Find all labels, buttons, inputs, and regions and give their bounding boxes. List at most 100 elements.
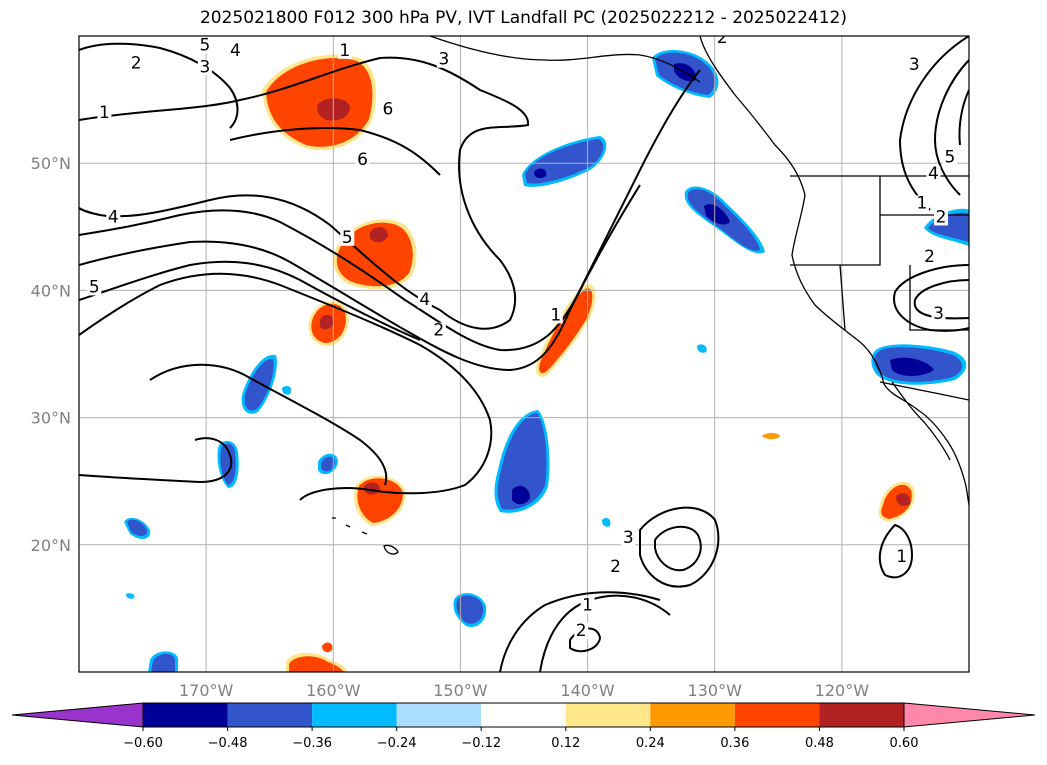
positive-anomaly-small-a — [762, 433, 780, 439]
contour-label: 2 — [576, 621, 587, 641]
pv-contour-east-arcs-c — [958, 89, 969, 146]
contour-label: 1 — [550, 305, 561, 325]
colorbar-bin — [143, 703, 228, 727]
colorbar-tick-label: −0.24 — [377, 736, 417, 751]
pv-contour-subtropical-high-b — [654, 525, 702, 572]
negative-anomaly-pacific-nw-a-max — [534, 168, 547, 179]
pv-contour-western-low — [79, 56, 530, 330]
positive-anomaly-north-pacific-max — [370, 227, 388, 243]
contour-label-bg — [197, 37, 212, 54]
pv-contour-ridge-outer — [79, 69, 701, 352]
contour-label-bg — [431, 322, 446, 339]
positive-anomaly-gulf-alaska-core — [266, 58, 373, 147]
colorbar-tick-label: 0.12 — [551, 736, 580, 751]
lon-label: 120°W — [815, 681, 870, 700]
contour-label-bg — [340, 229, 355, 246]
contour-label: 1 — [99, 103, 110, 123]
colorbar-extend-low — [11, 702, 144, 728]
baja-peninsula — [891, 381, 951, 461]
colorbar-bin — [734, 703, 820, 727]
contour-label-bg — [608, 559, 623, 576]
map-title: 2025021800 F012 300 hPa PV, IVT Landfall… — [199, 8, 847, 28]
positive-anomaly-south-core — [289, 656, 344, 672]
contour-label: 1 — [896, 547, 907, 567]
negative-anomaly-sw-core — [151, 653, 175, 672]
colorbar-bin — [312, 703, 397, 727]
negative-anomaly-central-c-core — [321, 456, 335, 472]
map-background — [79, 36, 969, 672]
contour-label-bg — [197, 59, 212, 76]
colorbar-tick-label: 0.60 — [890, 736, 919, 751]
lon-label: 140°W — [560, 681, 615, 700]
alaska-coast — [429, 36, 701, 83]
colorbar-bin — [481, 703, 566, 727]
pv-contour-subtropical-high — [639, 506, 720, 588]
lat-label: 30°N — [31, 409, 71, 428]
contour-label: 5 — [342, 228, 353, 248]
contour-label-bg — [580, 597, 595, 614]
longitude-labels: 170°W 160°W 150°W 140°W 130°W 120°W — [179, 681, 869, 700]
negative-anomaly-south-core — [456, 595, 484, 624]
contour-label: 2 — [131, 54, 142, 74]
colorbar-tick-label: 0.24 — [636, 736, 665, 751]
positive-anomaly-southeast-max — [896, 493, 911, 506]
hawaii-islands — [332, 517, 399, 555]
lon-label: 130°W — [688, 681, 743, 700]
contour-label-bg — [380, 101, 395, 118]
colorbar-bin — [227, 703, 313, 727]
contour-label-bg — [715, 36, 730, 47]
contour-label: 3 — [623, 528, 634, 548]
lon-label: 170°W — [179, 681, 234, 700]
lon-label: 160°W — [306, 681, 361, 700]
contour-label: 6 — [357, 150, 368, 170]
contour-label: 4 — [108, 207, 119, 227]
contour-label: 4 — [419, 290, 430, 310]
pv-contour-loop — [79, 437, 233, 484]
negative-anomaly-small-a — [282, 386, 292, 395]
contour-label: 2 — [936, 207, 947, 227]
contour-label: 5 — [945, 148, 956, 168]
contour-label-bg — [907, 56, 922, 73]
pv-contour-trough — [79, 272, 493, 501]
lat-label: 20°N — [31, 536, 71, 555]
negative-anomaly-small-c — [602, 518, 611, 527]
contour-label: 5 — [89, 277, 100, 297]
lat-label: 40°N — [31, 281, 71, 300]
contour-label-bg — [914, 195, 929, 212]
positive-anomaly-central-pacific-max — [320, 314, 334, 330]
pv-contour-central — [149, 363, 388, 486]
pv-contour-east-arcs-b — [933, 59, 969, 196]
contour-label: 2 — [717, 28, 728, 48]
contour-label-bg — [548, 307, 563, 324]
contour-label-bg — [574, 622, 589, 639]
negative-anomaly-subtropical-east-core — [497, 413, 547, 510]
contour-label-bg — [87, 279, 102, 296]
colorbar-bin — [819, 703, 904, 727]
us-states-3 — [839, 264, 846, 331]
colorbar-tick-label: −0.60 — [123, 736, 163, 751]
contour-label-bg — [621, 529, 636, 546]
colorbar-tick-label: −0.48 — [208, 736, 248, 751]
us-mexico-border — [879, 381, 969, 401]
contour-label: 3 — [909, 55, 920, 75]
colorbar-extend-high — [903, 702, 1036, 728]
contour-label: 3 — [933, 304, 944, 324]
negative-anomaly-subtropical-east-max — [512, 485, 530, 505]
pv-contour-east-ring — [893, 264, 969, 332]
negative-anomaly-small-b — [697, 344, 707, 353]
pv-contour-south-loop — [878, 523, 914, 579]
contour-label-bg — [436, 51, 451, 68]
pv-contour-closed-high — [79, 42, 239, 129]
pv-contour-ridge-inner — [79, 184, 641, 372]
contour-label-bg — [922, 248, 937, 265]
coastlines — [332, 36, 969, 555]
positive-anomaly-small-b — [322, 642, 333, 653]
contour-label: 5 — [199, 36, 210, 56]
colorbar-tick-label: −0.36 — [292, 736, 332, 751]
contour-label: 3 — [199, 57, 210, 77]
colorbar-frame — [142, 702, 905, 728]
negative-anomaly-california-max — [890, 357, 934, 376]
map-gridlines — [79, 36, 969, 672]
positive-anomaly-east-streak-core — [539, 288, 593, 374]
